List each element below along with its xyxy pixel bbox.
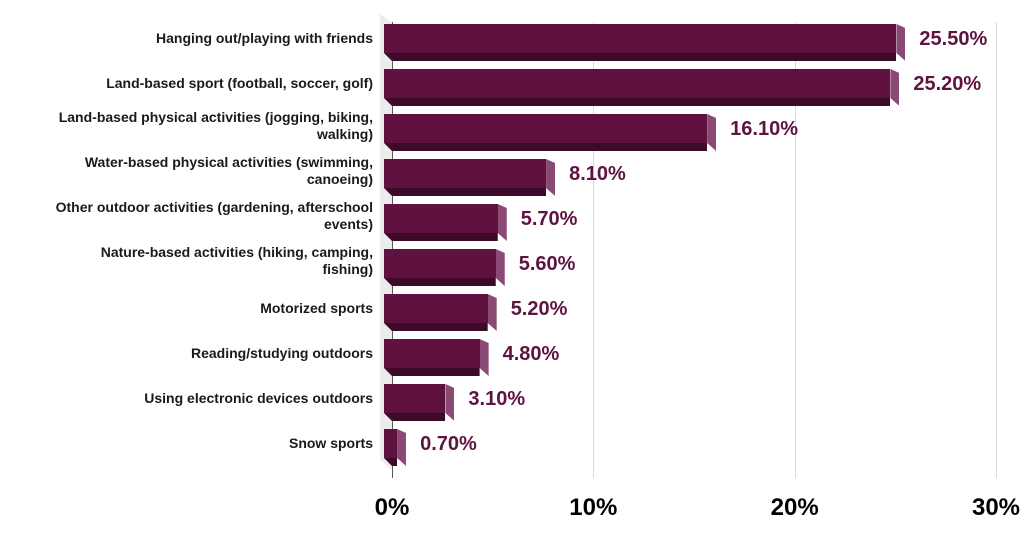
category-label-line: Nature-based activities (hiking, camping…	[100, 244, 373, 260]
bar	[384, 24, 905, 61]
bar-face	[384, 24, 897, 53]
bar-face	[384, 249, 496, 278]
category-label-line: Reading/studying outdoors	[191, 344, 373, 361]
x-tick-label: 10%	[569, 494, 618, 521]
category-label-line: Using electronic devices outdoors	[144, 389, 373, 406]
bar-face	[384, 429, 398, 458]
bar-face	[384, 339, 480, 368]
category-label: Reading/studying outdoors	[13, 345, 373, 362]
value-label: 5.60%	[518, 253, 576, 275]
category-label: Land-based sport (football, soccer, golf…	[13, 75, 373, 92]
bar-bottom-edge	[384, 143, 708, 151]
category-label-line: walking)	[316, 126, 373, 142]
gridline	[794, 22, 796, 478]
bar-side-edge	[707, 114, 716, 151]
bar-bottom-edge	[384, 188, 547, 196]
bar-side-edge	[498, 204, 507, 241]
bar	[384, 429, 406, 466]
bar-face	[384, 69, 891, 98]
bar-face	[384, 159, 547, 188]
bar-side-edge	[397, 429, 406, 466]
bar-bottom-edge	[384, 323, 488, 331]
bar-face	[384, 204, 498, 233]
gridline	[996, 22, 997, 478]
category-label: Motorized sports	[13, 300, 373, 317]
category-label: Other outdoor activities (gardening, aft…	[13, 199, 373, 233]
bar	[384, 114, 716, 151]
value-label: 0.70%	[420, 433, 477, 455]
bar-bottom-edge	[384, 53, 897, 61]
value-label: 25.20%	[913, 73, 982, 95]
bar	[384, 339, 489, 376]
category-label-line: Hanging out/playing with friends	[156, 29, 373, 46]
category-label: Land-based physical activities (jogging,…	[13, 109, 373, 143]
bar-face	[384, 384, 446, 413]
bar	[384, 69, 899, 106]
bar-side-edge	[890, 69, 899, 106]
value-label: 16.10%	[730, 118, 798, 140]
x-tick-label: 0%	[374, 494, 410, 521]
bar	[384, 294, 497, 331]
bar	[384, 204, 507, 241]
value-label: 3.10%	[468, 388, 526, 410]
category-label: Using electronic devices outdoors	[13, 390, 373, 407]
value-label: 8.10%	[569, 163, 626, 185]
value-label: 5.70%	[520, 208, 578, 230]
category-label: Hanging out/playing with friends	[13, 30, 373, 47]
value-label: 4.80%	[502, 343, 560, 365]
x-tick-label: 20%	[770, 494, 819, 521]
value-label: 5.20%	[510, 298, 568, 320]
bar-side-edge	[896, 24, 905, 61]
category-label-line: events)	[323, 216, 373, 232]
category-label-line: fishing)	[322, 261, 373, 277]
category-label-line: Land-based physical activities (jogging,…	[58, 109, 373, 125]
bar-face	[384, 294, 488, 323]
bar-bottom-edge	[384, 278, 496, 286]
bar-side-edge	[496, 249, 505, 286]
category-label-line: Other outdoor activities (gardening, aft…	[55, 199, 373, 215]
bar-bottom-edge	[384, 458, 398, 466]
bar-bottom-edge	[384, 98, 891, 106]
bar	[384, 249, 505, 286]
category-label-line: canoeing)	[306, 171, 373, 187]
category-label-line: Land-based sport (football, soccer, golf…	[106, 74, 373, 91]
value-label: 25.50%	[919, 28, 988, 50]
category-label-line: Motorized sports	[260, 299, 373, 316]
bar-face	[384, 114, 708, 143]
bar-bottom-edge	[384, 413, 446, 421]
bar-side-edge	[480, 339, 489, 376]
category-label-line: Snow sports	[288, 434, 373, 451]
bar-bottom-edge	[384, 233, 498, 241]
gridline	[593, 22, 595, 478]
category-label: Water-based physical activities (swimmin…	[13, 154, 373, 188]
bar-side-edge	[445, 384, 454, 421]
bar-side-edge	[546, 159, 555, 196]
category-label: Snow sports	[13, 435, 373, 452]
category-label: Nature-based activities (hiking, camping…	[13, 244, 373, 278]
x-tick-label: 30%	[971, 494, 1021, 521]
bar-side-edge	[488, 294, 497, 331]
bar	[384, 384, 454, 421]
bar	[384, 159, 555, 196]
bar-bottom-edge	[384, 368, 480, 376]
category-label-line: Water-based physical activities (swimmin…	[84, 154, 373, 170]
